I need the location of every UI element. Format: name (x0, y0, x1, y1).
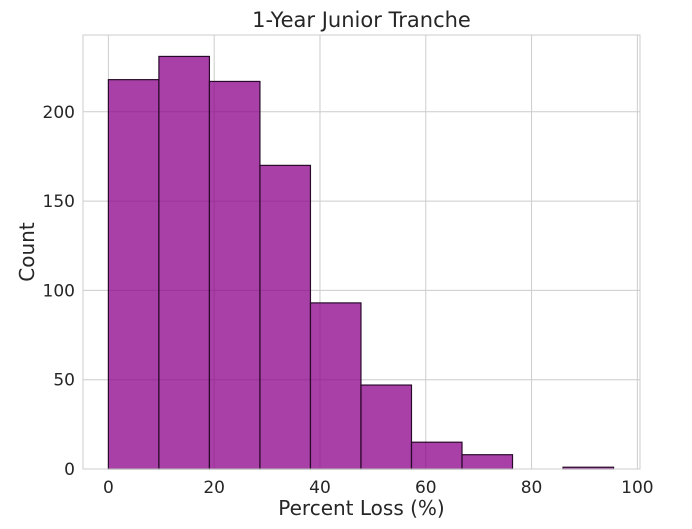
histogram-bar (158, 55, 211, 470)
y-tick-label: 100 (43, 281, 75, 301)
y-tick-label: 150 (43, 192, 75, 212)
plot-frame (82, 34, 641, 470)
x-tick-label: 20 (203, 478, 225, 498)
histogram-bar (208, 80, 261, 470)
y-axis-label: Count (15, 222, 39, 282)
y-tick-label: 200 (43, 103, 75, 123)
y-tick-label: 0 (64, 460, 75, 480)
chart-title: 1-Year Junior Tranche (252, 8, 471, 32)
x-tick-label: 40 (309, 478, 331, 498)
x-tick-label: 60 (415, 478, 437, 498)
x-tick-label: 100 (621, 478, 653, 498)
x-tick-labels: 0 20 40 60 80 100 (103, 478, 654, 498)
histogram-bar (107, 79, 160, 470)
histogram-bar (410, 441, 463, 470)
histogram-bar (309, 302, 362, 470)
histogram-bar (360, 384, 413, 470)
x-tick-label: 80 (521, 478, 543, 498)
y-tick-label: 50 (53, 371, 75, 391)
histogram-bars (107, 55, 615, 470)
histogram-bar (259, 164, 312, 470)
x-tick-label: 0 (103, 478, 114, 498)
x-axis-label: Percent Loss (%) (278, 496, 444, 520)
histogram-bar (461, 454, 514, 470)
y-tick-labels: 0 50 100 150 200 (43, 103, 75, 480)
